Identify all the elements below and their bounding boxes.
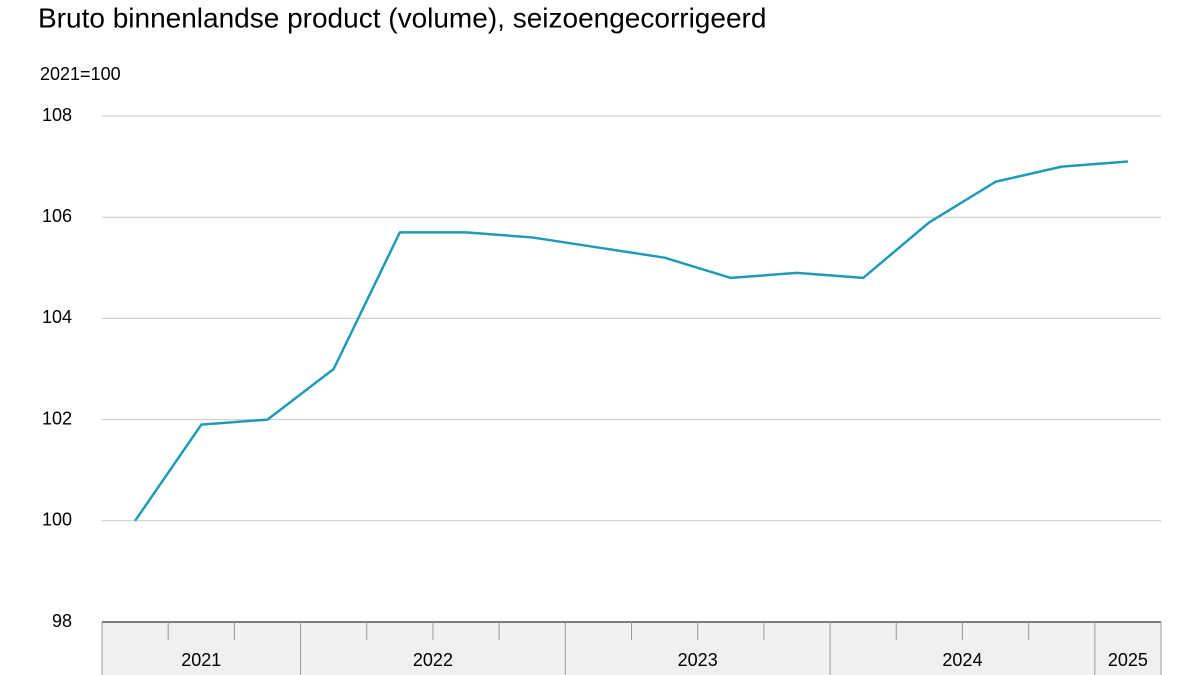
data-line: [134, 160, 1129, 522]
y-tick-label: 108: [42, 105, 72, 125]
y-tick-label: 98: [52, 611, 72, 631]
y-axis-unit: 2021=100: [40, 64, 121, 84]
x-tick-label: 2022: [413, 650, 453, 670]
y-tick-label: 104: [42, 307, 72, 327]
x-tick-label: 2023: [678, 650, 718, 670]
x-tick-label: 2021: [181, 650, 221, 670]
y-tick-label: 102: [42, 408, 72, 428]
x-tick-label: 2025: [1108, 650, 1148, 670]
x-tick-label: 2024: [942, 650, 982, 670]
chart-title: Bruto binnenlandse product (volume), sei…: [38, 2, 766, 33]
y-tick-label: 100: [42, 510, 72, 530]
y-tick-label: 106: [42, 206, 72, 226]
